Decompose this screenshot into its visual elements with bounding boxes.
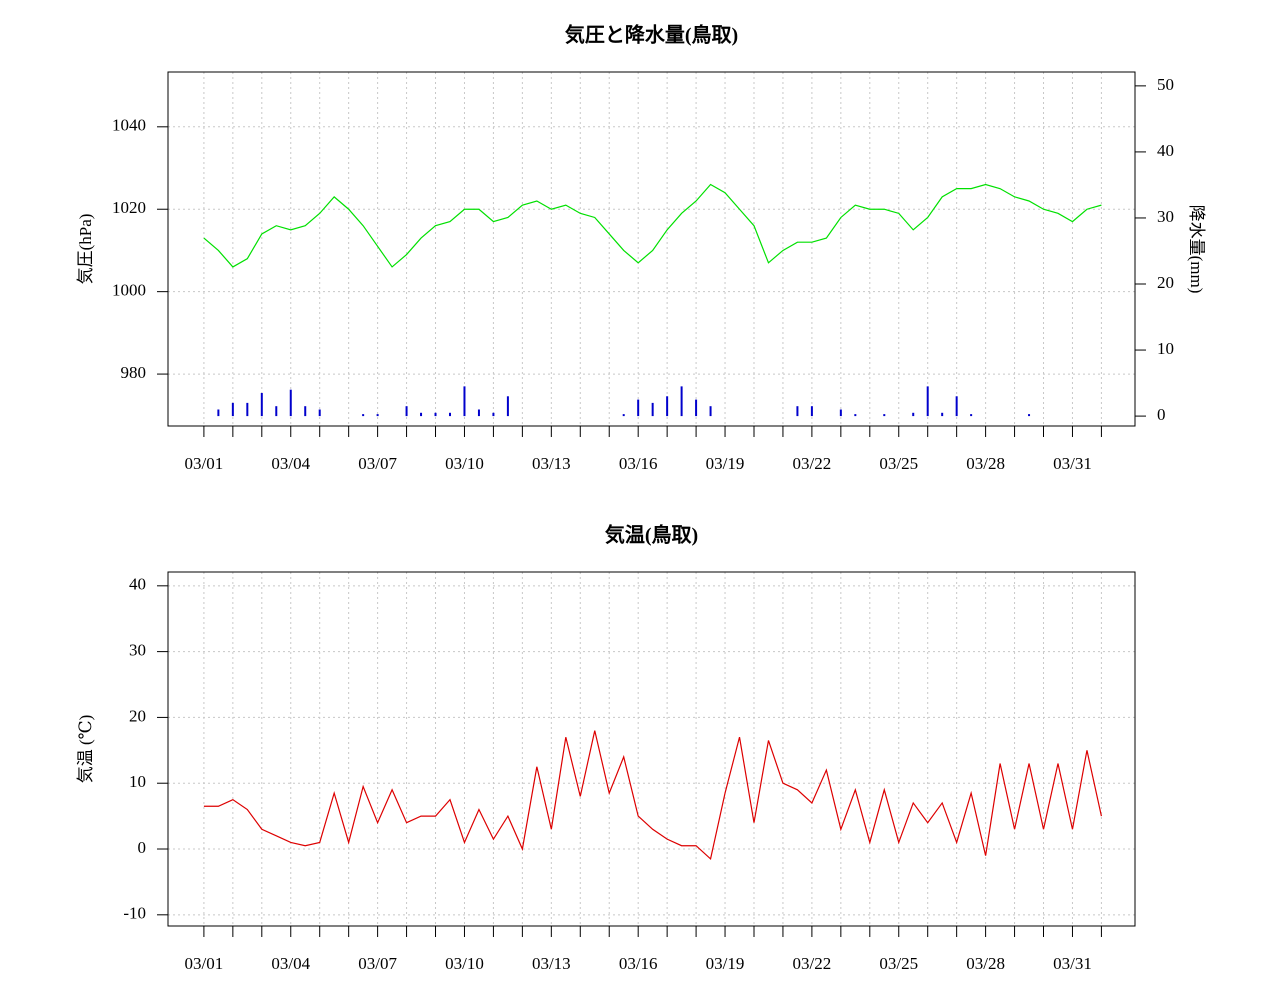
y2-axis-label: 降水量(mm) (1187, 205, 1206, 294)
y-tick-label: -10 (123, 904, 146, 923)
chart-title: 気温(鳥取) (605, 523, 698, 547)
y-tick-label: 980 (121, 363, 147, 382)
x-tick-label: 03/19 (706, 454, 745, 473)
x-tick-label: 03/19 (706, 954, 745, 973)
y2-tick-label: 30 (1157, 207, 1174, 226)
x-tick-label: 03/04 (271, 954, 310, 973)
x-tick-label: 03/04 (271, 454, 310, 473)
x-tick-label: 03/10 (445, 954, 484, 973)
y-tick-label: 1000 (112, 281, 146, 300)
x-tick-label: 03/16 (619, 954, 658, 973)
y2-tick-label: 50 (1157, 75, 1174, 94)
x-tick-label: 03/28 (966, 954, 1005, 973)
y2-tick-label: 20 (1157, 273, 1174, 292)
y2-tick-label: 0 (1157, 405, 1166, 424)
x-tick-label: 03/31 (1053, 454, 1092, 473)
y-tick-label: 30 (129, 641, 146, 660)
x-tick-label: 03/22 (793, 954, 832, 973)
plot-frame (167, 71, 1136, 427)
x-tick-label: 03/13 (532, 454, 571, 473)
x-tick-label: 03/07 (358, 454, 397, 473)
x-tick-label: 03/16 (619, 454, 658, 473)
y2-tick-label: 10 (1157, 339, 1174, 358)
x-tick-label: 03/07 (358, 954, 397, 973)
x-tick-label: 03/01 (185, 454, 224, 473)
x-tick-label: 03/25 (879, 454, 918, 473)
y2-tick-label: 40 (1157, 141, 1174, 160)
x-tick-label: 03/10 (445, 454, 484, 473)
data-line (203, 730, 1103, 861)
x-tick-label: 03/22 (793, 454, 832, 473)
y-tick-label: 1020 (112, 198, 146, 217)
chart-title: 気圧と降水量(鳥取) (565, 23, 738, 47)
x-tick-label: 03/31 (1053, 954, 1092, 973)
plot-frame (167, 571, 1136, 927)
y-axis-label: 気温 (℃) (76, 715, 95, 784)
x-tick-label: 03/13 (532, 954, 571, 973)
data-line (203, 183, 1102, 268)
y-tick-label: 10 (129, 772, 146, 791)
x-tick-label: 03/01 (185, 954, 224, 973)
x-tick-label: 03/28 (966, 454, 1005, 473)
y-tick-label: 1040 (112, 116, 146, 135)
y-tick-label: 40 (129, 575, 146, 594)
y-tick-label: 20 (129, 706, 146, 725)
x-tick-label: 03/25 (879, 954, 918, 973)
y-axis-label: 気圧(hPa) (76, 214, 95, 285)
y-tick-label: 0 (138, 838, 147, 857)
